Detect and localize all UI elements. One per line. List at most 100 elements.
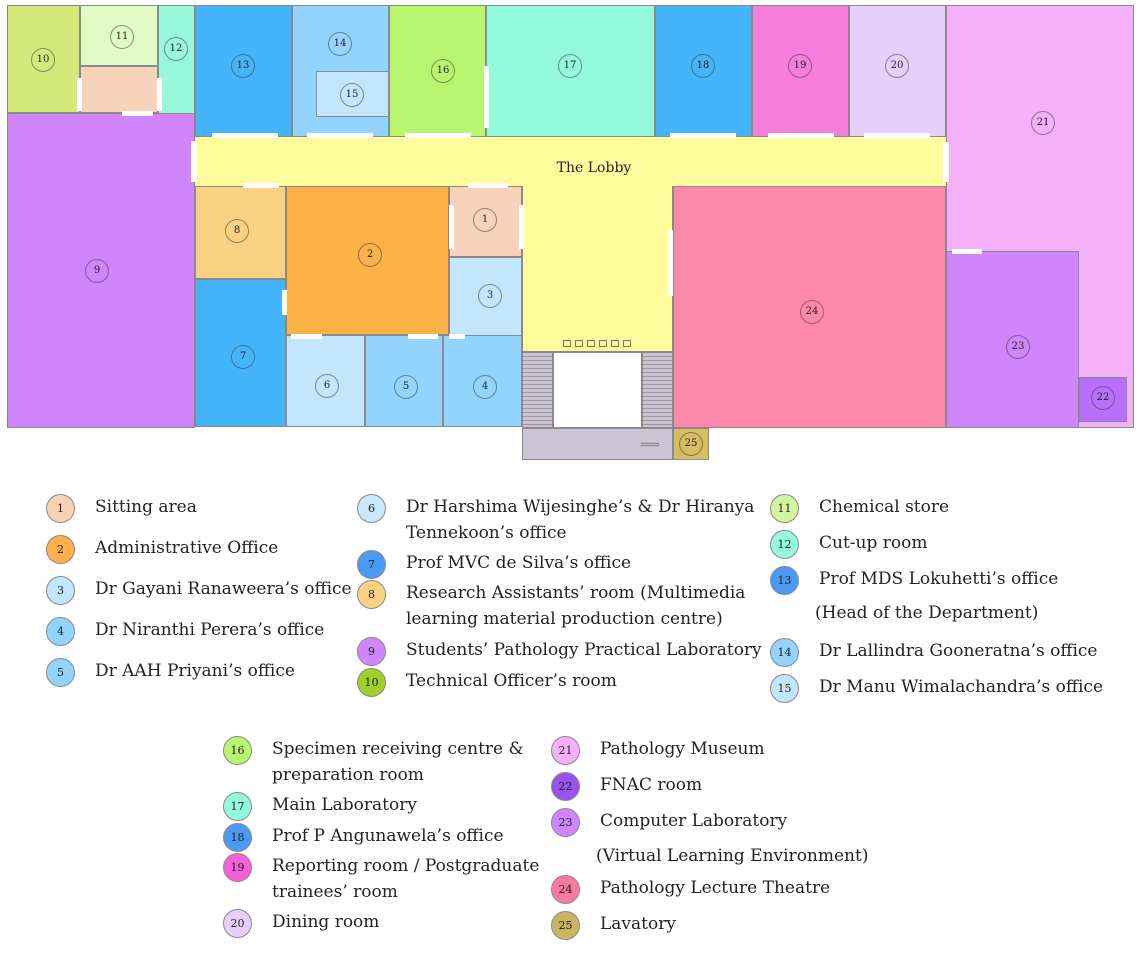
legend-item: 21 Pathology Museum: [551, 736, 765, 765]
door-opening: [191, 141, 197, 182]
legend-item: 18 Prof P Angunawela’s office: [223, 823, 504, 852]
door-opening: [468, 183, 508, 188]
legend-label: Research Assistants’ room (Multimedia le…: [406, 583, 746, 629]
room-number-badge: 10: [31, 48, 55, 72]
room-number-badge: 22: [1091, 386, 1115, 410]
legend-swatch-icon: 25: [551, 911, 580, 940]
legend-label: Dr Harshima Wijesinghe’s & Dr Hiranya Te…: [406, 497, 755, 543]
legend-label: Prof P Angunawela’s office: [272, 826, 504, 846]
legend-swatch-icon: 22: [551, 772, 580, 801]
room-number-badge: 9: [85, 259, 109, 283]
legend-swatch-icon: 24: [551, 875, 580, 904]
door-opening: [449, 334, 465, 339]
legend-item: 3 Dr Gayani Ranaweera’s office: [46, 576, 352, 605]
room-number-badge: 21: [1031, 111, 1055, 135]
legend-swatch-icon: 9: [357, 637, 386, 666]
legend-swatch-icon: 16: [223, 736, 252, 765]
floor-plan: ⟹ 10 11 12 13 14 16 17 18 19 20 21 9 8 7 2 1 3 6 5 4 24 23 22 25…: [0, 0, 1140, 470]
legend-label: Chemical store: [819, 497, 950, 517]
legend-swatch-icon: 2: [46, 535, 75, 564]
legend-label: Prof MDS Lokuhetti’s office: [819, 569, 1059, 589]
pillar-icon: [611, 340, 619, 347]
foyer: [522, 186, 673, 352]
room-number-badge: 5: [394, 375, 418, 399]
room-number-badge: 17: [558, 54, 582, 78]
room-number-badge: 6: [315, 374, 339, 398]
door-opening: [952, 249, 982, 254]
legend-label: Pathology Museum: [600, 739, 765, 759]
arrow-right-icon: ⟹: [640, 437, 661, 453]
room-number-badge: 20: [885, 54, 909, 78]
door-opening: [408, 334, 438, 339]
legend-label: Students’ Pathology Practical Laboratory: [406, 640, 762, 660]
legend-swatch-icon: 19: [223, 853, 252, 882]
door-opening: [943, 142, 949, 182]
room-number-badge: 19: [788, 54, 812, 78]
legend-swatch-icon: 7: [357, 550, 386, 579]
legend-label: Lavatory: [600, 914, 676, 934]
legend-item: 7 Prof MVC de Silva’s office: [357, 550, 631, 579]
door-opening: [212, 133, 278, 138]
legend-label: Sitting area: [95, 497, 197, 517]
legend-item: 8 Research Assistants’ room (Multimedia l…: [357, 580, 745, 632]
legend-label: Dr Niranthi Perera’s office: [95, 620, 325, 640]
legend-label: Main Laboratory: [272, 795, 417, 815]
legend-label: Pathology Lecture Theatre: [600, 878, 831, 898]
legend-label-continuation: (Head of the Department): [815, 603, 1039, 623]
legend-label: FNAC room: [600, 775, 703, 795]
legend-swatch-icon: 12: [770, 530, 799, 559]
legend-item: 11 Chemical store: [770, 494, 949, 523]
legend-label: Specimen receiving centre & preparation …: [272, 739, 524, 785]
lobby: [195, 137, 946, 186]
door-opening: [768, 133, 834, 138]
door-opening: [77, 78, 82, 111]
legend-swatch-icon: 5: [46, 658, 75, 687]
room-number-badge: 11: [110, 25, 134, 49]
room-number-badge: 3: [478, 284, 502, 308]
legend-swatch-icon: 10: [357, 668, 386, 697]
door-opening: [668, 230, 673, 296]
room-number-badge: 13: [231, 54, 255, 78]
legend-swatch-icon: 3: [46, 576, 75, 605]
legend-item: 13 Prof MDS Lokuhetti’s office: [770, 566, 1058, 595]
legend-label: Dr Manu Wimalachandra’s office: [819, 677, 1104, 697]
pillar-icon: [623, 340, 631, 347]
legend-swatch-icon: 14: [770, 638, 799, 667]
door-opening: [307, 133, 373, 138]
lobby-label: The Lobby: [556, 160, 632, 176]
legend-label: Dr AAH Priyani’s office: [95, 661, 295, 681]
pillar-icon: [563, 340, 571, 347]
staircase-right: [642, 352, 673, 428]
legend-label: Dr Gayani Ranaweera’s office: [95, 579, 352, 599]
legend-item: 17 Main Laboratory: [223, 792, 417, 821]
legend-item: 6 Dr Harshima Wijesinghe’s & Dr Hiranya T…: [357, 494, 754, 546]
pillar-icon: [575, 340, 583, 347]
room-number-badge: 1: [473, 208, 497, 232]
legend-item: 23 Computer Laboratory: [551, 808, 787, 837]
legend-item: 15 Dr Manu Wimalachandra’s office: [770, 674, 1103, 703]
legend-label: Technical Officer’s room: [406, 671, 617, 691]
room-number-badge: 23: [1006, 335, 1030, 359]
legend-item: 10 Technical Officer’s room: [357, 668, 617, 697]
legend-swatch-icon: 21: [551, 736, 580, 765]
legend-label: Computer Laboratory: [600, 811, 788, 831]
legend-swatch-icon: 8: [357, 580, 386, 609]
room-number-badge: 8: [225, 219, 249, 243]
legend-label-continuation: (Virtual Learning Environment): [596, 846, 869, 866]
legend-swatch-icon: 6: [357, 494, 386, 523]
legend-item: 9 Students’ Pathology Practical Laborator…: [357, 637, 762, 666]
legend-item: 12 Cut-up room: [770, 530, 927, 559]
door-opening: [670, 133, 736, 138]
legend-swatch-icon: 20: [223, 909, 252, 938]
room-number-badge: 18: [691, 54, 715, 78]
pillar-icon: [587, 340, 595, 347]
room-number-badge: 15: [340, 83, 364, 107]
pillar-icon: [599, 340, 607, 347]
legend-label: Administrative Office: [95, 538, 279, 558]
legend-item: 2 Administrative Office: [46, 535, 278, 564]
door-opening: [484, 66, 489, 128]
door-opening: [291, 334, 322, 339]
room-number-badge: 4: [473, 375, 497, 399]
door-opening: [282, 290, 287, 315]
legend-swatch-icon: 1: [46, 494, 75, 523]
